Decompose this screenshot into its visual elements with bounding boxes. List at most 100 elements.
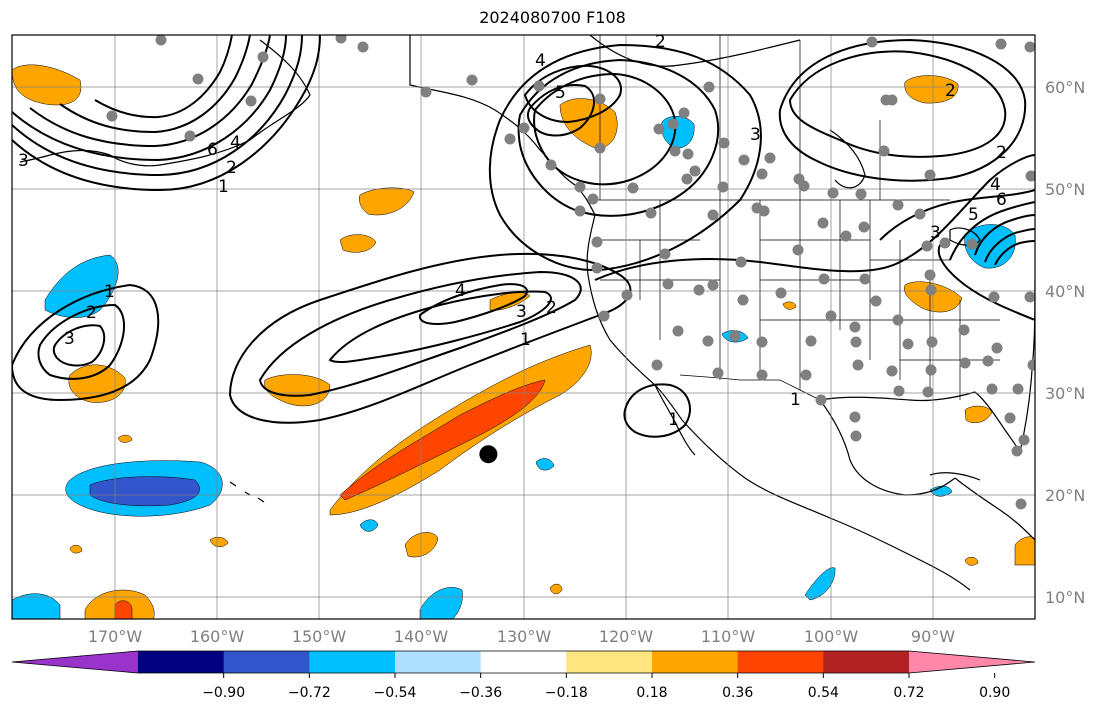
contour-2-alaska [12, 35, 303, 177]
mexico-west [681, 419, 971, 591]
station-dot [504, 133, 516, 145]
station-dot [855, 188, 867, 200]
station-dot [420, 86, 432, 98]
lat-label-60n: 60°N [1045, 78, 1085, 97]
colorbar-segment [566, 651, 653, 673]
station-dot [966, 238, 978, 250]
station-dot [775, 287, 787, 299]
lat-label-30n: 30°N [1045, 384, 1085, 403]
contour-5-canada [526, 84, 595, 137]
colorbar-tick-label: 0.36 [722, 685, 753, 701]
lon-label-130w: 130°W [497, 627, 552, 646]
contour-1-mexico [623, 383, 691, 438]
contour-2-pacific [258, 270, 582, 397]
lat-label-20n: 20°N [1045, 486, 1085, 505]
station-dot [756, 336, 768, 348]
station-dot [653, 123, 665, 135]
colorbar-extend-min [12, 651, 138, 673]
station-dot [357, 41, 369, 53]
contour-label: 1 [104, 282, 115, 302]
negative-anomaly-sw [12, 593, 61, 619]
station-dot [645, 207, 657, 219]
positive-anomaly-mid3 [339, 234, 377, 253]
contour-1-west [12, 283, 160, 402]
contour-label: 1 [790, 390, 801, 410]
colorbar-tick-label: 0.54 [808, 685, 839, 701]
station-dot [1027, 359, 1035, 371]
station-dot [672, 325, 684, 337]
contour-1-continent [594, 154, 1035, 281]
station-dot [678, 107, 690, 119]
colorbar-tick-label: 0.90 [979, 685, 1010, 701]
positive-anomaly-small2 [69, 544, 83, 554]
station-dot [737, 294, 749, 306]
contour-label: 3 [930, 223, 941, 243]
colorbar-segment [395, 651, 482, 673]
latitude-labels: 60°N 50°N 40°N 30°N 20°N 10°N [1045, 78, 1085, 607]
colorbar-segment [823, 651, 910, 673]
colorbar-segment [138, 651, 225, 673]
station-dot [707, 209, 719, 221]
station-dot [878, 145, 890, 157]
lon-label-150w: 150°W [292, 627, 347, 646]
station-dot [859, 273, 871, 285]
station-dot [717, 181, 729, 193]
colorbar-outline [11, 650, 1036, 674]
station-dot [1024, 291, 1035, 303]
station-dot [682, 148, 694, 160]
baja [654, 384, 696, 456]
station-dot [756, 168, 768, 180]
station-dot [986, 383, 998, 395]
contour-4-greatlakes [974, 214, 1035, 256]
contour-6-alaska [94, 35, 233, 119]
station-dot [184, 130, 196, 142]
station-dot [924, 269, 936, 281]
contour-label: 3 [18, 151, 29, 171]
station-dot [651, 359, 663, 371]
colorbar-segment [652, 651, 739, 673]
lat-label-40n: 40°N [1045, 282, 1085, 301]
station-dot [192, 73, 204, 85]
contour-label: 3 [750, 125, 761, 145]
station-dot [693, 284, 705, 296]
contour-label: 5 [968, 205, 979, 225]
colorbar-tick-label: −0.90 [202, 685, 245, 701]
lon-label-90w: 90°W [911, 627, 955, 646]
contour-label: 3 [516, 302, 527, 322]
station-dot [627, 182, 639, 194]
colorbar-tick-label: 0.72 [893, 685, 924, 701]
contour-2-hudson [788, 50, 1007, 158]
station-dot [817, 217, 829, 229]
contour-label: 4 [230, 133, 241, 153]
station-dot [902, 338, 914, 350]
station-dot [982, 355, 994, 367]
station-markers [106, 35, 1035, 510]
station-dot [850, 430, 862, 442]
station-dot [800, 369, 812, 381]
contour-label: 2 [655, 32, 666, 52]
station-dot [707, 279, 719, 291]
positive-anomaly-small1 [117, 434, 133, 443]
station-dot [958, 324, 970, 336]
station-dot [858, 221, 870, 233]
station-dot [866, 36, 878, 48]
station-dot [959, 357, 971, 369]
positive-anomaly-small5 [782, 301, 797, 310]
station-dot [466, 74, 478, 86]
colorbar-segments [11, 650, 1036, 674]
colorbar-tick-label: −0.54 [374, 685, 417, 701]
contour-label: 2 [546, 298, 557, 318]
lon-label-100w: 100°W [804, 627, 859, 646]
station-dot [870, 295, 882, 307]
station-dot [518, 122, 530, 134]
contour-4-canada [523, 64, 622, 124]
canada-north [589, 35, 801, 67]
contour-label: 6 [996, 190, 1007, 210]
aleutians [19, 149, 111, 163]
map-title: 2024080700 F108 [479, 8, 626, 27]
lon-label-110w: 110°W [701, 627, 756, 646]
station-dot [939, 237, 951, 249]
strong-negative-anomaly-hawaii [89, 476, 200, 507]
contour-1-southeast [937, 244, 1035, 321]
station-dot [995, 38, 1007, 50]
